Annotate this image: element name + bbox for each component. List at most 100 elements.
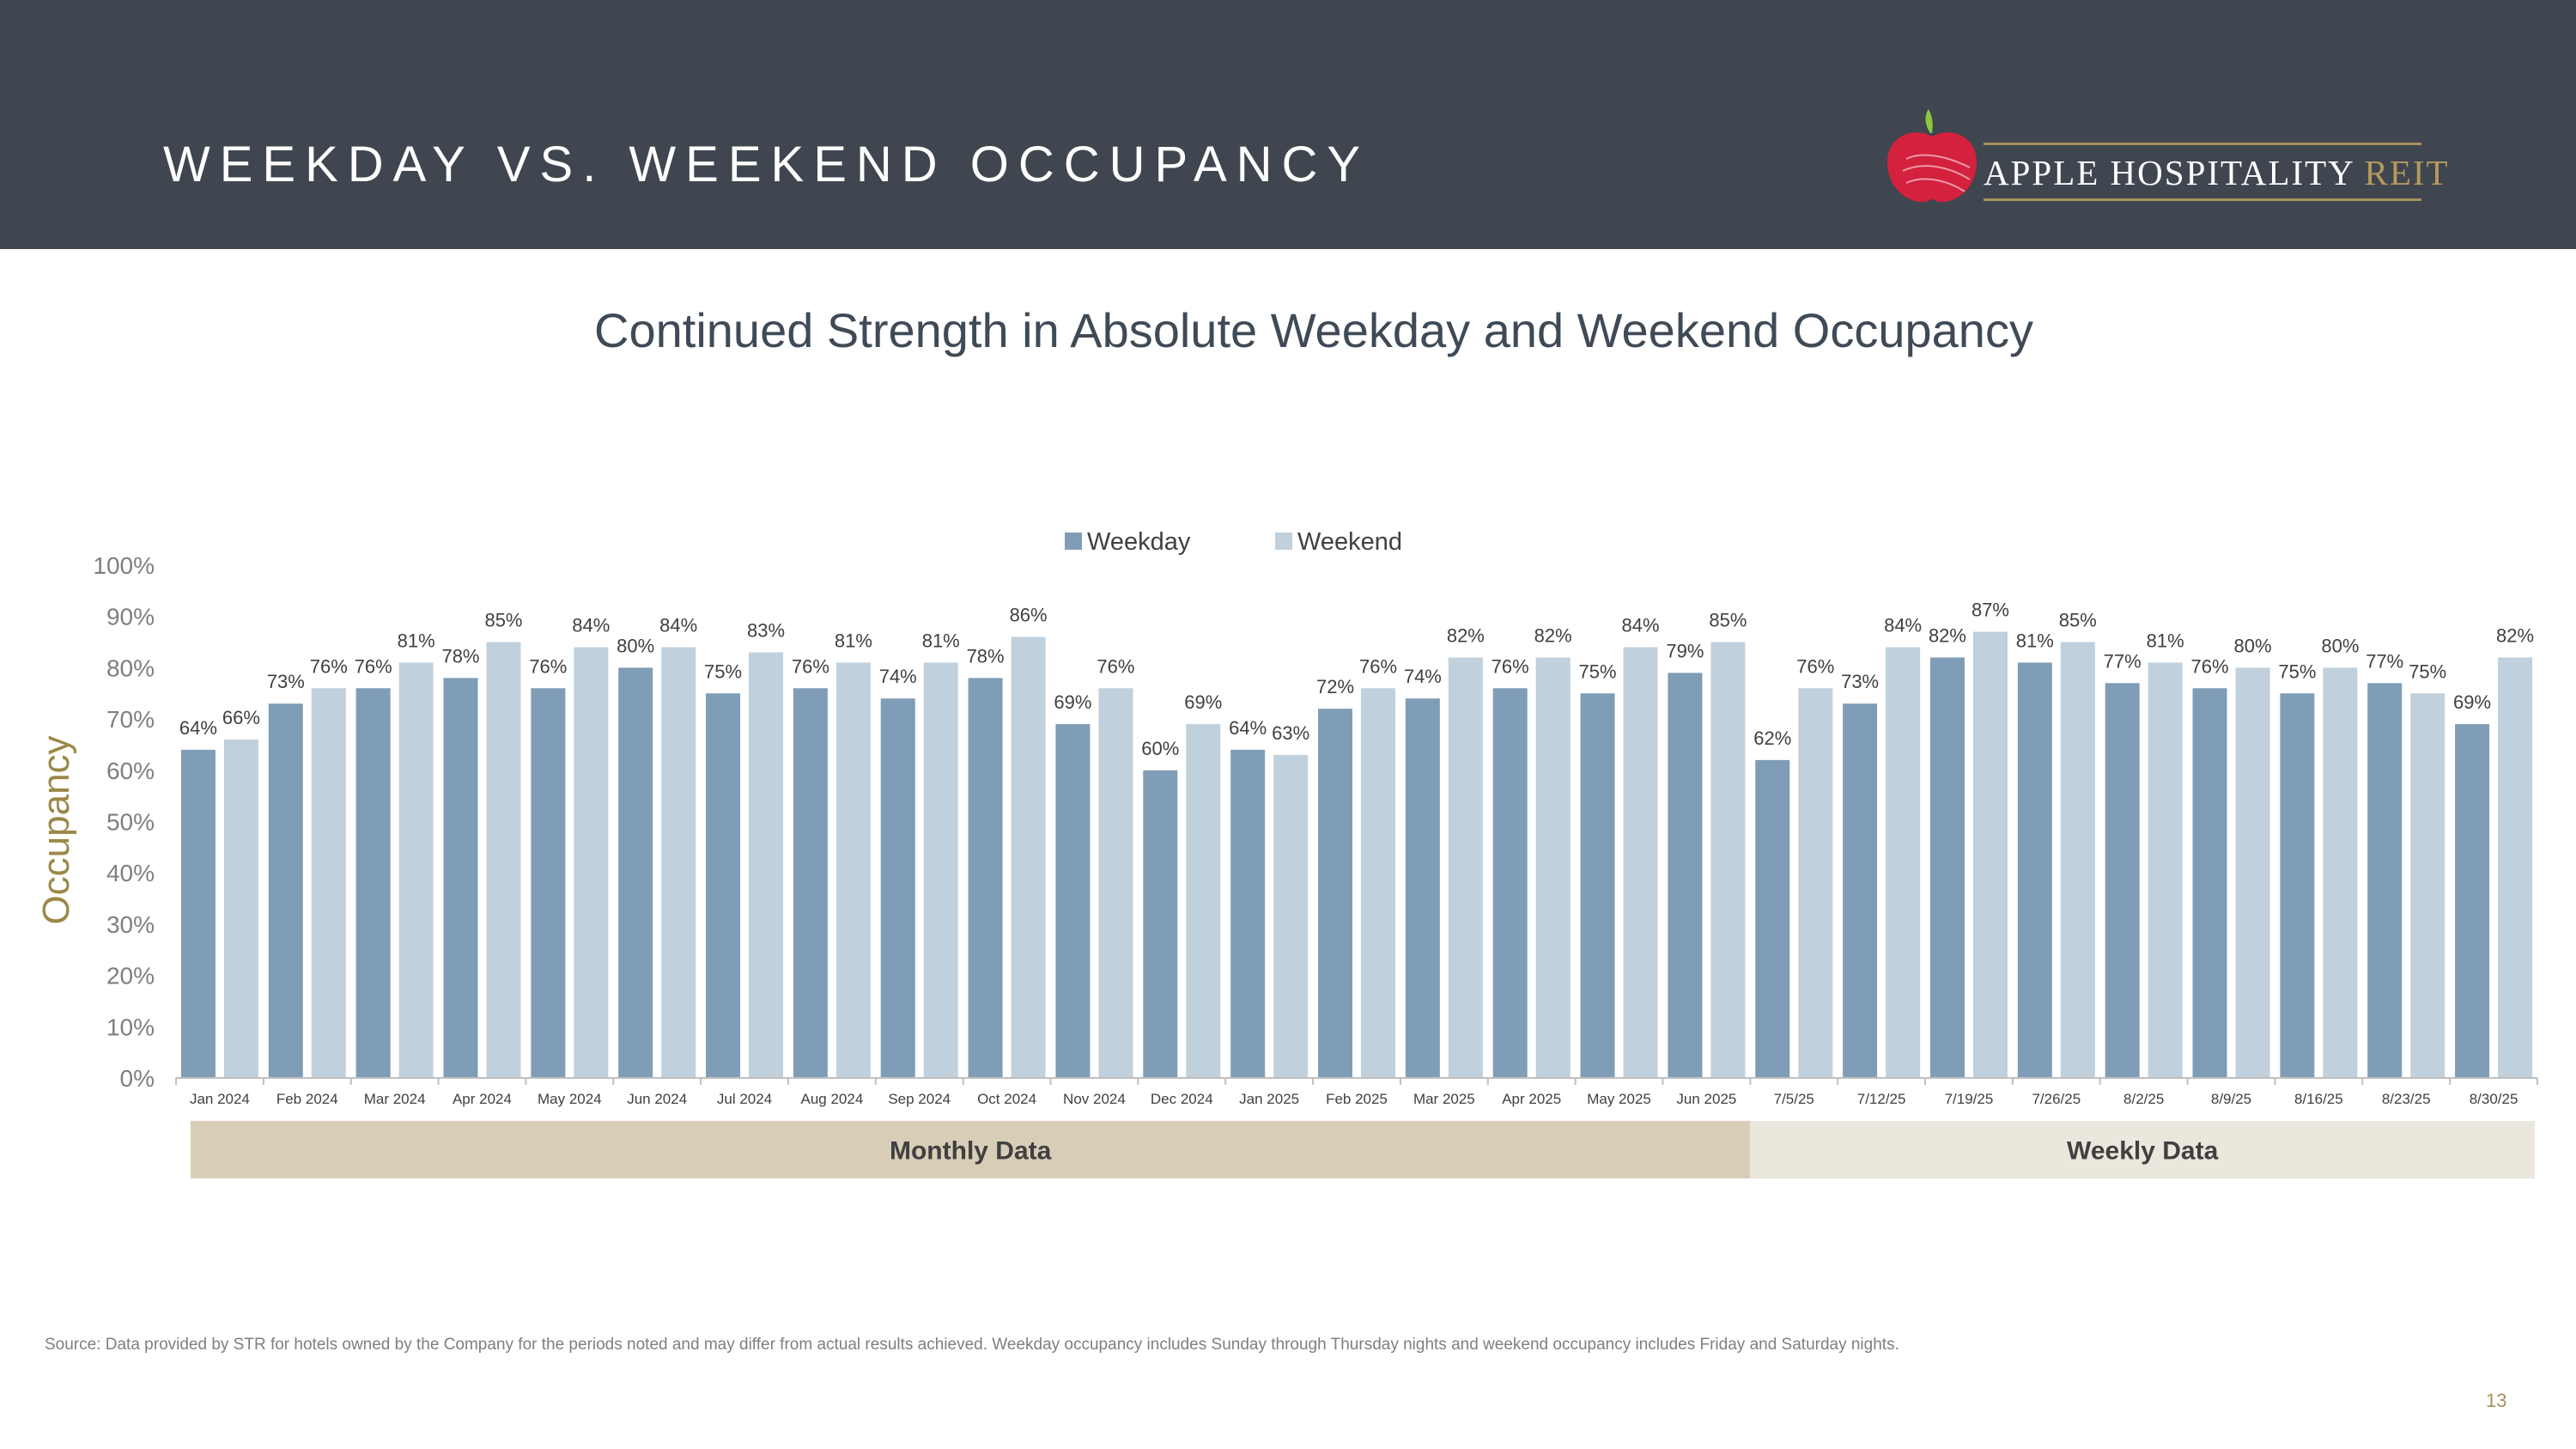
weekend-bar — [2410, 693, 2445, 1078]
weekday-bar — [180, 749, 216, 1078]
weekday-bar — [2367, 683, 2403, 1078]
weekday-data-label: 64% — [179, 717, 217, 739]
weekend-bar — [1710, 642, 1746, 1078]
weekend-data-label: 84% — [1884, 615, 1922, 636]
weekday-bar — [1405, 698, 1440, 1078]
weekend-data-label: 85% — [2059, 610, 2097, 631]
x-tick-label: 7/19/25 — [1945, 1091, 1994, 1107]
weekday-data-label: 62% — [1753, 728, 1791, 749]
weekend-data-label: 86% — [1010, 605, 1048, 626]
x-tick-label: Jun 2025 — [1676, 1091, 1736, 1107]
weekday-bar — [443, 678, 478, 1078]
weekday-data-label: 74% — [879, 666, 917, 687]
logo-rule-bottom — [1984, 198, 2421, 201]
weekend-data-label: 84% — [1622, 615, 1660, 636]
company-logo — [1880, 107, 2430, 210]
y-tick-label: 100% — [93, 552, 155, 579]
weekend-data-label: 76% — [1097, 655, 1134, 677]
weekend-data-label: 84% — [572, 615, 610, 636]
weekend-data-label: 82% — [2496, 624, 2534, 646]
logo-text: APPLE HOSPITALITY REIT — [1984, 152, 2448, 193]
y-axis-title: Occupancy — [35, 735, 77, 924]
weekend-data-label: 81% — [922, 630, 960, 651]
weekday-bar — [1929, 657, 1965, 1078]
x-tick-label: Feb 2025 — [1326, 1091, 1388, 1107]
weekend-bar — [1623, 647, 1658, 1078]
x-tick-label: 8/16/25 — [2294, 1091, 2343, 1107]
weekend-bar — [1448, 657, 1483, 1078]
weekday-data-label: 82% — [1929, 624, 1966, 646]
x-tick-label: Apr 2025 — [1502, 1091, 1561, 1107]
logo-text-main: APPLE HOSPITALITY — [1984, 153, 2354, 192]
slide-title: WEEKDAY VS. WEEKEND OCCUPANCY — [163, 137, 1370, 192]
weekday-bar — [706, 693, 741, 1078]
weekend-bar — [749, 652, 784, 1078]
weekday-bar — [1318, 709, 1352, 1078]
x-tick-label: 7/26/25 — [2032, 1091, 2081, 1107]
weekend-data-label: 82% — [1447, 624, 1485, 646]
weekday-data-label: 75% — [2278, 661, 2316, 682]
weekend-bar — [574, 647, 609, 1078]
weekday-data-label: 76% — [355, 655, 392, 677]
weekend-bar — [2148, 662, 2183, 1078]
legend-swatch-weekday — [1065, 533, 1082, 550]
weekday-bar — [1230, 749, 1266, 1078]
weekend-bar — [398, 662, 434, 1078]
page-number: 13 — [2486, 1390, 2507, 1411]
apple-logo-icon — [1887, 109, 1977, 203]
x-tick-label: Feb 2024 — [276, 1091, 338, 1107]
legend-label-weekend: Weekend — [1297, 528, 1402, 556]
x-tick-label: 7/5/25 — [1774, 1091, 1814, 1107]
weekday-data-label: 81% — [2016, 630, 2054, 651]
weekday-bar — [968, 678, 1003, 1078]
weekend-data-label: 81% — [2147, 630, 2184, 651]
weekday-bar — [268, 703, 303, 1078]
weekend-bar — [311, 688, 346, 1078]
weekend-data-label: 66% — [222, 707, 260, 728]
y-tick-label: 30% — [106, 911, 155, 938]
x-tick-label: 8/23/25 — [2382, 1091, 2431, 1107]
x-tick-label: Nov 2024 — [1063, 1091, 1126, 1107]
x-tick-label: 8/30/25 — [2470, 1091, 2518, 1107]
x-tick-label: Dec 2024 — [1151, 1091, 1213, 1107]
weekend-data-label: 81% — [835, 630, 872, 651]
weekday-bar — [2017, 662, 2052, 1078]
weekday-data-label: 73% — [267, 671, 305, 692]
weekend-data-label: 85% — [1709, 610, 1747, 631]
weekend-bar — [2323, 667, 2358, 1078]
weekend-data-label: 75% — [2409, 661, 2446, 682]
weekend-bar — [1886, 647, 1921, 1078]
weekday-data-label: 75% — [1579, 661, 1617, 682]
weekend-bar — [2235, 667, 2270, 1078]
weekday-bar — [2105, 683, 2140, 1078]
x-tick-label: Oct 2024 — [977, 1091, 1036, 1107]
x-tick-label: Jul 2024 — [717, 1091, 772, 1107]
weekday-bar — [880, 698, 915, 1078]
weekday-bar — [1755, 759, 1790, 1078]
y-tick-label: 70% — [106, 706, 155, 733]
weekday-bar — [618, 667, 653, 1078]
weekday-data-label: 79% — [1666, 640, 1704, 661]
weekend-data-label: 81% — [398, 630, 435, 651]
weekend-bar — [223, 739, 258, 1078]
weekend-bar — [1798, 688, 1833, 1078]
weekday-bar — [1055, 724, 1091, 1078]
weekend-data-label: 82% — [1534, 624, 1572, 646]
weekend-bar — [1972, 631, 2008, 1078]
weekday-data-label: 76% — [2190, 655, 2228, 677]
weekly-data-label: Weekly Data — [2067, 1137, 2219, 1166]
weekend-data-label: 80% — [2321, 635, 2359, 656]
weekday-data-label: 77% — [2104, 650, 2142, 672]
weekday-data-label: 76% — [529, 655, 567, 677]
weekend-data-label: 76% — [310, 655, 348, 677]
weekday-bar — [1668, 673, 1703, 1078]
weekday-bar — [793, 688, 828, 1078]
x-tick-label: Mar 2024 — [364, 1091, 426, 1107]
logo-rule-top — [1984, 143, 2421, 145]
weekend-bar — [486, 642, 521, 1078]
y-tick-label: 50% — [106, 809, 155, 836]
weekend-data-label: 87% — [1971, 600, 2009, 621]
x-tick-label: Aug 2024 — [800, 1091, 863, 1107]
weekday-data-label: 69% — [1054, 691, 1091, 713]
